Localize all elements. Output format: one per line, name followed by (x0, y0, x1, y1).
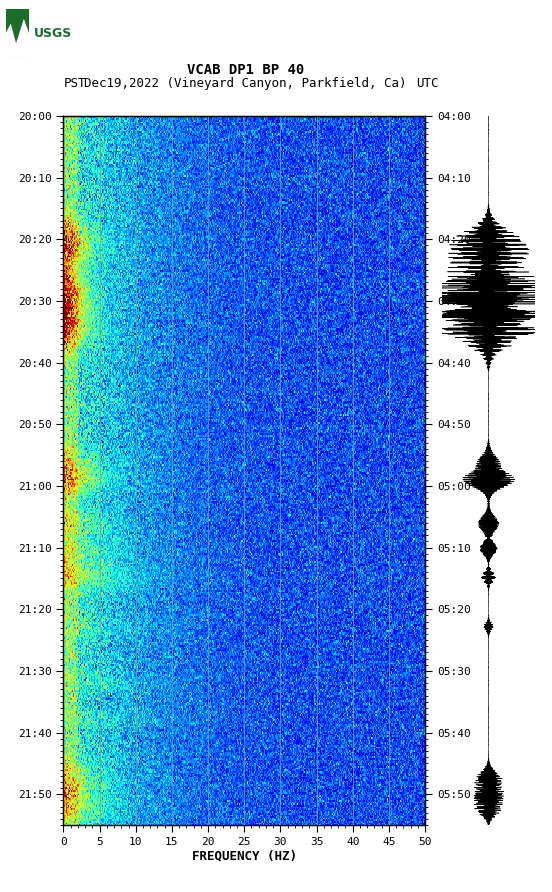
X-axis label: FREQUENCY (HZ): FREQUENCY (HZ) (192, 850, 297, 863)
Text: Dec19,2022 (Vineyard Canyon, Parkfield, Ca): Dec19,2022 (Vineyard Canyon, Parkfield, … (84, 78, 407, 90)
Text: PST: PST (63, 78, 86, 90)
Text: UTC: UTC (417, 78, 439, 90)
Text: VCAB DP1 BP 40: VCAB DP1 BP 40 (187, 62, 304, 77)
Text: USGS: USGS (34, 27, 73, 40)
FancyBboxPatch shape (6, 9, 29, 58)
Polygon shape (6, 19, 29, 58)
